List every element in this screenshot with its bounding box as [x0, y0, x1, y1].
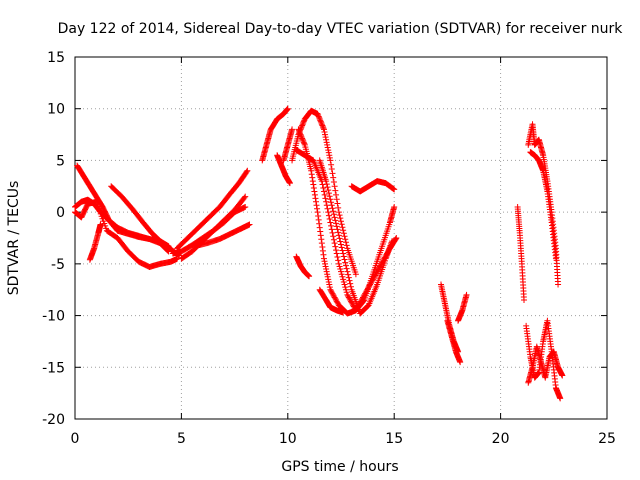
- y-tick-label: 10: [47, 102, 65, 118]
- y-tick-label: 0: [56, 205, 65, 221]
- sdtvar-chart: 0 5 10 15 20 25 -20 -15 -10 -5 0 5 10 15 Day 122 of 2…: [0, 0, 640, 480]
- x-tick-label: 10: [279, 431, 297, 447]
- y-tick-label: -20: [42, 412, 65, 428]
- y-axis-label: SDTVAR / TECUs: [6, 181, 22, 296]
- y-tick-label: -15: [42, 360, 65, 376]
- x-tick-label: 20: [492, 431, 510, 447]
- x-tick-label: 15: [385, 431, 403, 447]
- x-tick-label: 0: [71, 431, 80, 447]
- y-tick-label: 15: [47, 50, 65, 66]
- y-tick-label: -10: [42, 309, 65, 325]
- y-tick-label: 5: [56, 153, 65, 169]
- x-tick-label: 5: [177, 431, 186, 447]
- x-axis-label: GPS time / hours: [281, 459, 398, 475]
- chart-title: Day 122 of 2014, Sidereal Day-to-day VTE…: [58, 21, 624, 37]
- x-tick-label: 25: [598, 431, 616, 447]
- y-tick-label: -5: [51, 257, 65, 273]
